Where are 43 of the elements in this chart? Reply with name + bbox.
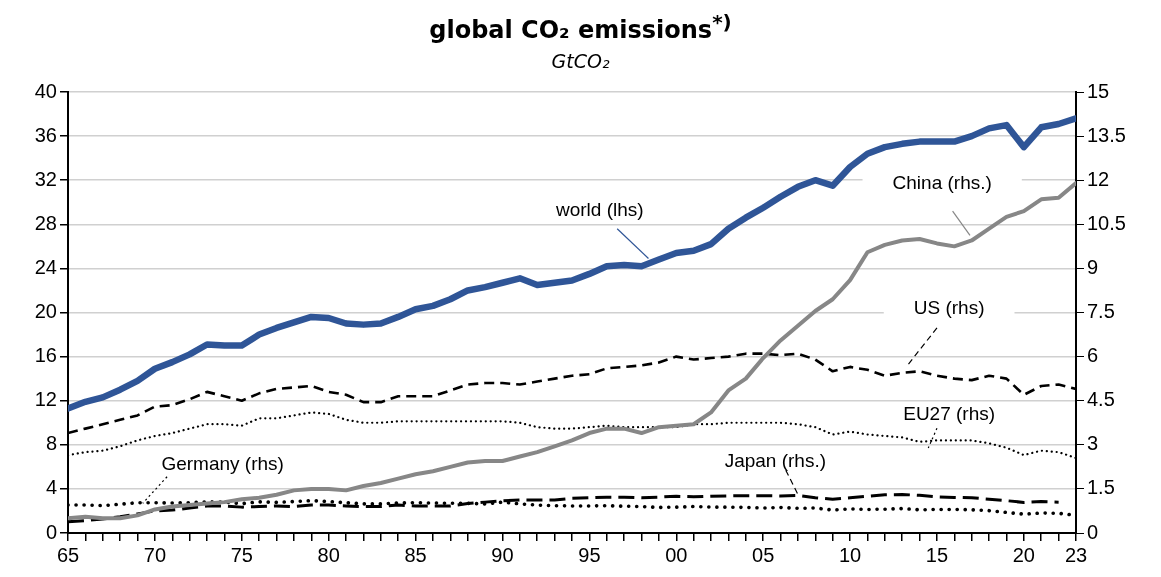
y2-tick-label: 4.5 (1087, 388, 1115, 411)
x-tick-label: 90 (491, 543, 514, 566)
y2-tick-label: 6 (1087, 344, 1099, 367)
x-tick-label: 00 (665, 543, 688, 566)
x-tick-label: 80 (317, 543, 340, 566)
y2-tick-label: 0 (1087, 520, 1099, 543)
y2-tick-label: 1.5 (1087, 476, 1115, 499)
y-tick-label: 4 (45, 476, 57, 499)
x-tick-label: 10 (838, 543, 862, 566)
chart-title: global CO₂ emissions$^{*)}$ (428, 10, 733, 44)
chart-subtitle: GtCO₂ (550, 50, 611, 72)
text: US (rhs) (913, 297, 985, 319)
series-label: EU27 (rhs) (903, 403, 996, 425)
x-tick-label: 15 (925, 543, 949, 566)
x-tick-label: 05 (752, 543, 775, 566)
y2-tick-label: 7.5 (1087, 300, 1115, 323)
x-tick-label: 65 (56, 543, 80, 566)
x-tick-label: 75 (230, 543, 253, 566)
y-tick-label: 0 (45, 520, 57, 543)
y2-tick-label: 12 (1087, 167, 1110, 190)
y2-tick-label: 3 (1087, 432, 1099, 455)
y-tick-label: 32 (34, 167, 57, 190)
y-tick-label: 20 (34, 300, 57, 323)
y2-tick-label: 13.5 (1087, 123, 1126, 146)
y-tick-label: 8 (45, 432, 57, 455)
x-tick-label: 85 (404, 543, 427, 566)
y-tick-label: 16 (34, 344, 57, 367)
y2-tick-label: 9 (1087, 255, 1099, 278)
y-tick-label: 28 (34, 211, 57, 234)
series-label: Germany (rhs) (161, 452, 284, 474)
y-tick-label: 40 (34, 79, 57, 102)
x-tick-label: 20 (1012, 543, 1035, 566)
series-label: Japan (rhs.) (724, 449, 827, 471)
series-label: China (rhs.) (892, 171, 992, 193)
y-tick-label: 24 (34, 255, 57, 278)
y-tick-label: 12 (34, 388, 57, 411)
text: world (lhs) (554, 199, 644, 221)
x-tick-label: 70 (143, 543, 167, 566)
y2-tick-label: 10.5 (1087, 211, 1126, 234)
x-tick-label: 23 (1064, 543, 1088, 566)
x-tick-label: 95 (578, 543, 601, 566)
y-tick-label: 36 (34, 123, 57, 146)
y2-tick-label: 15 (1087, 79, 1110, 102)
